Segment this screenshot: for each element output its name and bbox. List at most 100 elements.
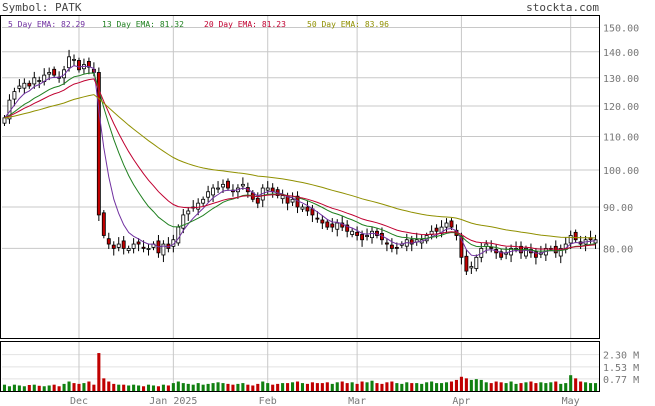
price-tick-label: 120.00 [603,102,639,113]
candle-down [434,227,439,232]
volume-bar [584,382,588,391]
candle-up [146,248,151,250]
volume-bar [325,382,329,391]
candle-down [52,68,57,76]
volume-bar [241,383,245,391]
ema-legend: 5 Day EMA: 82.29 13 Day EMA: 81.32 20 Da… [8,20,389,29]
candle-down [330,223,335,228]
volume-bar [261,381,265,391]
volume-bar [32,384,36,391]
ema5-legend: 5 Day EMA: 82.29 [8,20,85,29]
volume-bar [410,383,414,391]
volume-axis-labels: 2.30 M1.53 M0.77 M [603,351,639,386]
candle-up [474,256,479,269]
volume-bar [211,383,215,391]
candle-up [116,243,121,248]
volume-bar [499,382,503,391]
candle-down [255,197,260,204]
candle-down [325,221,330,228]
volume-bar [370,380,374,391]
candle-up [67,56,71,69]
candle-down [141,246,146,249]
volume-bar [559,383,563,391]
candle-down [489,246,494,249]
symbol-label: Symbol: PATK [2,1,82,14]
volume-bar [166,385,170,391]
candle-up [17,85,22,89]
date-tick-label: Apr [452,396,470,406]
volume-panel-frame [0,341,600,392]
volume-bar [42,386,46,391]
volume-bar [127,385,131,391]
price-panel-frame [0,15,600,339]
candle-down [111,244,116,249]
volume-bar [191,384,195,391]
volume-bar [425,382,429,391]
volume-bar [579,381,583,391]
candle-down [320,219,325,224]
volume-bar [231,384,235,391]
volume-bar [420,383,424,391]
volume-bar [221,383,225,391]
price-tick-label: 80.00 [603,244,633,255]
volume-bar [77,383,81,391]
candle-up [211,187,216,196]
price-tick-label: 130.00 [603,74,639,85]
volume-bar [335,382,339,391]
volume-bar [524,382,528,391]
volume-bar [385,382,389,391]
volume-bar [12,384,16,391]
volume-bar [47,385,51,391]
volume-bar [375,383,379,391]
price-tick-label: 90.00 [603,203,633,214]
candle-up [161,243,166,256]
candle-up [12,91,17,100]
volume-bar [589,383,593,391]
candle-up [469,266,474,269]
volume-bar [112,383,116,391]
volume-bar [161,384,165,391]
candle-up [201,198,206,204]
volume-bar [57,386,61,391]
candle-down [389,244,394,249]
volume-bar [504,383,508,391]
volume-bar [216,382,220,391]
candle-up [568,235,573,244]
volume-bar [226,383,230,391]
candle-down [106,238,111,245]
volume-bar [102,378,106,391]
candle-down [345,224,350,232]
candle-up [335,222,340,230]
volume-bar [37,385,41,391]
volume-bar [171,383,175,391]
volume-bar [82,383,86,391]
volume-bar [310,382,314,391]
date-tick-label: Dec [70,396,88,406]
candle-down [101,212,106,236]
volume-bar [52,384,56,391]
candle-up [524,248,528,257]
volume-bar [137,385,141,391]
candle-up [370,230,374,239]
volume-bar [489,383,493,391]
candle-down [533,251,538,258]
volume-bar [430,381,434,391]
candle-up [280,195,285,200]
volume-bar [350,382,354,391]
volume-bar [360,381,364,391]
volume-bar [107,381,111,391]
candle-up [290,198,295,203]
candle-down [86,60,91,68]
volume-bar [201,384,205,391]
volume-bar [146,384,151,391]
volume-bar [246,384,250,391]
candle-up [216,187,220,190]
candle-up [72,58,76,61]
candle-up [2,117,7,124]
volume-bar [256,383,260,391]
volume-bar [330,383,334,391]
candle-down [394,246,399,249]
ema5-line [4,65,596,257]
volume-bar [464,378,468,391]
